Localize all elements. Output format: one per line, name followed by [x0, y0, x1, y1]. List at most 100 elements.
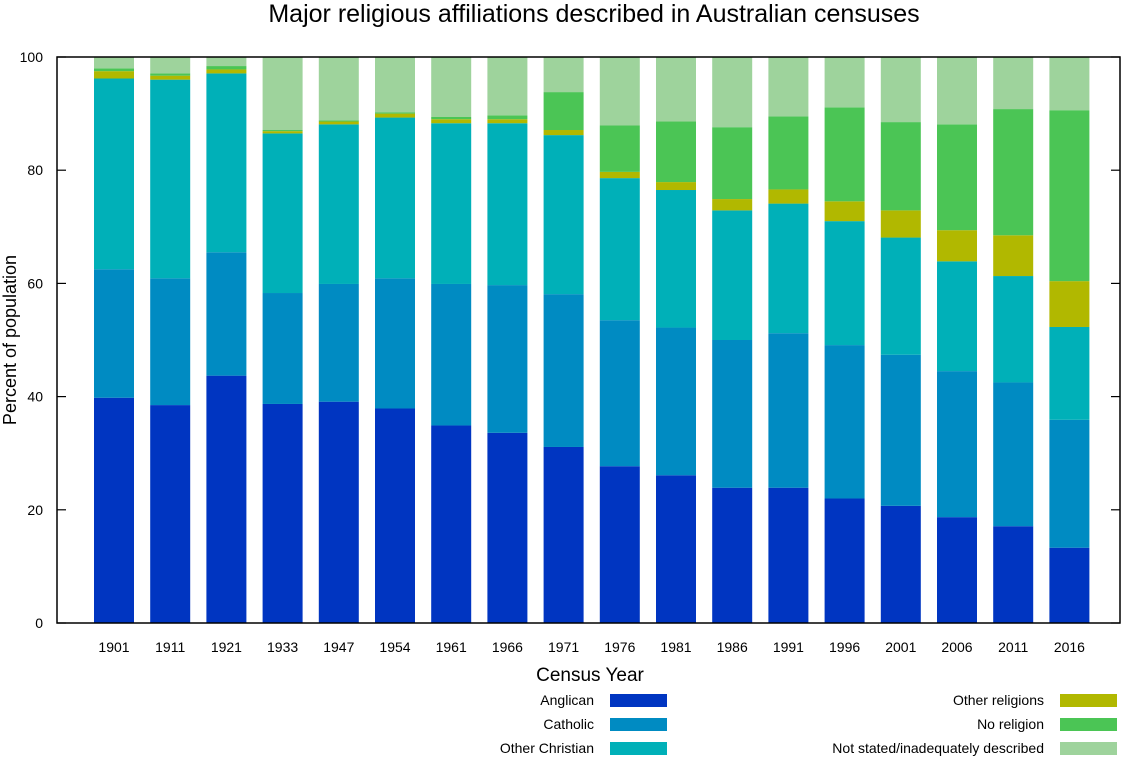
bar-segment-other-religions-1981	[656, 182, 696, 191]
legend-label: Other Christian	[500, 740, 594, 756]
bar-segment-other-religions-2016	[1049, 281, 1090, 327]
bar-segment-other-religions-1921	[206, 69, 247, 74]
bar-segment-other-christian-1971	[543, 135, 584, 295]
bar-segment-not-stated-inadequately-described-1991	[768, 57, 809, 117]
bar-segment-not-stated-inadequately-described-1947	[318, 57, 359, 121]
plot-border	[56, 56, 1121, 624]
bar-segment-catholic-2001	[880, 354, 921, 506]
bar-segment-anglican-2011	[993, 526, 1034, 623]
bar-segment-not-stated-inadequately-described-1966	[487, 57, 528, 116]
legend-label: Not stated/inadequately described	[832, 740, 1044, 756]
bar-segment-other-religions-1986	[712, 199, 753, 211]
bar-segment-not-stated-inadequately-described-1954	[375, 57, 415, 113]
chart-title: Major religious affiliations described i…	[268, 0, 919, 28]
bar-segment-anglican-1976	[599, 466, 640, 623]
bar-segment-other-religions-1954	[375, 113, 415, 118]
legend-label: Catholic	[543, 716, 594, 732]
y-tick-label: 40	[27, 389, 43, 405]
x-tick-label: 1901	[98, 639, 129, 655]
bar-segment-not-stated-inadequately-described-1921	[206, 57, 247, 67]
bar-segment-catholic-1921	[206, 252, 247, 376]
bar-segment-not-stated-inadequately-described-1961	[431, 57, 472, 117]
bar-segment-catholic-1961	[431, 283, 472, 426]
bar-segment-other-christian-1986	[712, 210, 753, 340]
x-tick-label: 1981	[660, 639, 691, 655]
bar-segment-other-christian-1921	[206, 73, 247, 253]
bar-segment-anglican-2016	[1049, 547, 1090, 623]
bar-segment-other-christian-2011	[993, 276, 1034, 383]
bar-segment-other-christian-1911	[150, 79, 191, 279]
bar-segment-catholic-1933	[262, 293, 303, 404]
bar-segment-no-religion-1966	[487, 115, 528, 120]
legend: Anglican Catholic Other Christian Other rel…	[500, 692, 1117, 756]
bar-segment-anglican-2001	[880, 505, 921, 623]
bar-segment-other-religions-2001	[880, 210, 921, 238]
bar-segment-no-religion-1911	[150, 73, 191, 76]
bar-segment-catholic-1966	[487, 285, 528, 433]
bar-segment-no-religion-1981	[656, 121, 696, 183]
bar-segment-other-religions-1933	[262, 131, 303, 134]
bar-segment-other-christian-1976	[599, 178, 640, 321]
bar-segment-anglican-1986	[712, 487, 753, 623]
bar-segment-anglican-1961	[431, 425, 472, 623]
bar-segment-no-religion-1954	[375, 112, 415, 114]
bar-segment-not-stated-inadequately-described-1996	[824, 57, 865, 108]
bar-segment-anglican-1921	[206, 375, 247, 623]
bar-segment-no-religion-1933	[262, 130, 303, 132]
bar-segment-other-religions-1971	[543, 130, 584, 136]
legend-label: Other religions	[953, 692, 1044, 708]
bar-segment-not-stated-inadequately-described-1971	[543, 57, 584, 93]
bar-segment-not-stated-inadequately-described-2011	[993, 57, 1034, 110]
bar-segment-catholic-1981	[656, 327, 696, 476]
bar-segment-anglican-2006	[937, 517, 977, 623]
bar-segment-not-stated-inadequately-described-2016	[1049, 57, 1090, 111]
x-tick-label: 1961	[436, 639, 467, 655]
bar-segment-no-religion-1921	[206, 66, 247, 70]
x-tick-label: 1947	[323, 639, 354, 655]
bar-segment-no-religion-1996	[824, 107, 865, 202]
bar-segment-other-christian-1901	[94, 78, 134, 270]
bar-segment-other-religions-1996	[824, 201, 865, 222]
legend-swatch	[610, 718, 667, 731]
bar-segment-anglican-1901	[94, 397, 134, 623]
bar-segment-catholic-1991	[768, 333, 809, 488]
bar-segment-catholic-1971	[543, 294, 584, 447]
bar-segment-no-religion-1901	[94, 68, 134, 72]
bar-segment-not-stated-inadequately-described-1933	[262, 57, 303, 131]
bar-segment-no-religion-1976	[599, 125, 640, 172]
legend-swatch	[610, 742, 667, 755]
bar-segment-not-stated-inadequately-described-1976	[599, 57, 640, 126]
bar-segment-catholic-1901	[94, 269, 134, 398]
bar-segment-not-stated-inadequately-described-1981	[656, 57, 696, 122]
y-tick-label: 20	[27, 502, 43, 518]
y-tick-label: 80	[27, 162, 43, 178]
bar-segment-not-stated-inadequately-described-1911	[150, 57, 191, 74]
bar-segment-other-religions-1961	[431, 119, 472, 124]
legend-label: No religion	[977, 716, 1044, 732]
bar-segment-not-stated-inadequately-described-2006	[937, 57, 977, 125]
bar-segment-other-christian-1996	[824, 221, 865, 346]
bars-group: 1901 1911 1921 1933 1947 1954 1961 1966 1971 1976…	[94, 57, 1090, 655]
x-tick-label: 2011	[998, 639, 1028, 655]
bar-segment-no-religion-1991	[768, 116, 809, 190]
y-axis-label: Percent of population	[0, 255, 20, 425]
x-tick-label: 1991	[773, 639, 804, 655]
legend-swatch	[1060, 718, 1117, 731]
bar-segment-catholic-1976	[599, 320, 640, 467]
bar-segment-other-religions-1966	[487, 119, 528, 124]
bar-segment-other-christian-1947	[318, 124, 359, 284]
bar-segment-no-religion-1961	[431, 116, 472, 120]
x-tick-label: 1996	[829, 639, 860, 655]
x-tick-label: 1976	[604, 639, 635, 655]
bar-segment-anglican-1991	[768, 487, 809, 623]
bar-segment-other-religions-1947	[318, 121, 359, 125]
bar-segment-no-religion-1986	[712, 127, 753, 200]
x-axis-label: Census Year	[536, 665, 644, 686]
legend-swatch	[610, 694, 667, 707]
bar-segment-anglican-1954	[375, 408, 415, 623]
bar-segment-other-christian-1966	[487, 123, 528, 286]
axes-group: 0 20 40 60 80 100	[20, 49, 1121, 631]
x-tick-label: 2001	[885, 639, 916, 655]
bar-segment-no-religion-2011	[993, 109, 1034, 236]
